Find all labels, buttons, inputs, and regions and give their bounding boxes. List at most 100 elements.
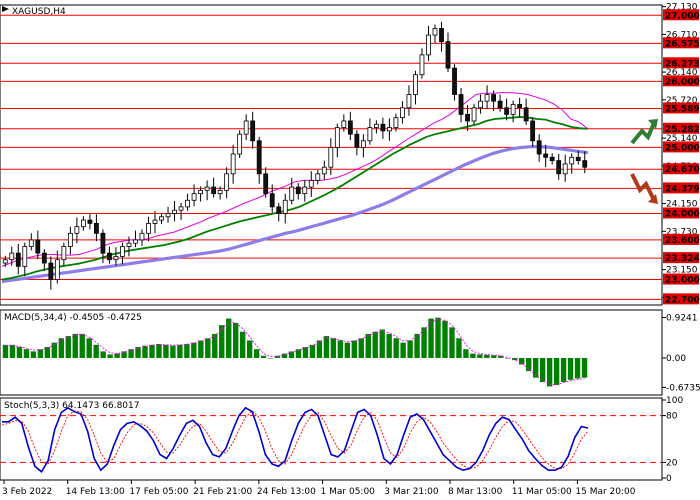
candle-body bbox=[439, 28, 444, 43]
macd-pane-frame bbox=[0, 309, 663, 396]
candle-body bbox=[61, 246, 67, 261]
time-tick-label: 17 Feb 05:00 bbox=[129, 487, 188, 497]
candle-body bbox=[419, 54, 425, 76]
candle-body bbox=[315, 173, 321, 181]
macd-bar bbox=[226, 318, 232, 358]
macd-bar bbox=[260, 355, 267, 358]
level-price-label-bg bbox=[663, 37, 699, 49]
ma-fast-line bbox=[1, 92, 589, 267]
macd-bar bbox=[393, 338, 399, 358]
triangle-icon bbox=[2, 6, 9, 12]
time-tick-label: 21 Feb 21:00 bbox=[193, 487, 252, 497]
candle-body bbox=[237, 133, 243, 155]
candle-body bbox=[517, 104, 523, 109]
macd-signal-line bbox=[5, 318, 585, 386]
macd-bar bbox=[51, 342, 58, 358]
macd-bar bbox=[107, 354, 113, 358]
level-price-label: 23.324 bbox=[665, 254, 700, 264]
candle-body bbox=[120, 246, 125, 257]
macd-pane: MACD(5,34,4) -0.4505 -0.4725 bbox=[0, 309, 663, 396]
candle-body bbox=[243, 120, 249, 135]
macd-bar bbox=[456, 338, 462, 358]
level-price-label-bg bbox=[663, 102, 699, 114]
macd-bar bbox=[163, 344, 169, 358]
candle-body bbox=[289, 186, 295, 201]
time-tick-label: 11 Mar 05:00 bbox=[512, 487, 572, 497]
candle-body bbox=[22, 246, 28, 267]
candle-body bbox=[380, 123, 386, 132]
candle-body bbox=[35, 239, 41, 254]
macd-bar bbox=[16, 347, 23, 358]
candle-body bbox=[15, 252, 21, 267]
candle-body bbox=[393, 117, 399, 128]
candle-body bbox=[9, 252, 15, 261]
stoch-lines bbox=[1, 406, 589, 474]
macd-bar bbox=[484, 354, 490, 358]
candle-body bbox=[302, 186, 308, 195]
macd-bar bbox=[191, 342, 197, 358]
macd-bar bbox=[581, 357, 588, 378]
candle-body bbox=[334, 127, 340, 148]
stoch-pane: Stoch(5,3,3) 64.1473 66.8017 bbox=[0, 397, 663, 481]
macd-bar bbox=[9, 344, 16, 358]
macd-bar bbox=[449, 327, 455, 358]
candle-body bbox=[426, 34, 431, 56]
macd-bar bbox=[149, 344, 155, 358]
macd-bar bbox=[560, 357, 567, 383]
arrow-down-icon bbox=[630, 173, 658, 204]
macd-bar bbox=[212, 333, 218, 358]
time-tick-label: 14 Feb 13:00 bbox=[66, 487, 125, 497]
macd-bar bbox=[37, 349, 44, 358]
macd-bar bbox=[323, 336, 330, 358]
candle-body bbox=[458, 94, 464, 115]
candle-body bbox=[360, 140, 366, 148]
macd-bar bbox=[414, 333, 420, 358]
candle-body bbox=[159, 216, 164, 221]
macd-label: MACD(5,34,4) -0.4505 -0.4725 bbox=[4, 313, 142, 323]
candle-body bbox=[172, 209, 177, 214]
macd-bar bbox=[142, 345, 148, 358]
macd-bar bbox=[288, 351, 295, 358]
macd-histogram bbox=[2, 317, 588, 387]
level-price-label-bg bbox=[663, 141, 699, 153]
candle-body bbox=[321, 166, 327, 175]
candle-body bbox=[387, 127, 392, 132]
level-price-label-bg bbox=[663, 207, 699, 219]
macd-bar bbox=[86, 338, 92, 358]
macd-bar bbox=[30, 351, 37, 358]
macd-bar bbox=[170, 345, 176, 358]
macd-bar bbox=[470, 353, 476, 358]
level-price-label-bg bbox=[663, 57, 699, 69]
macd-bar bbox=[72, 333, 78, 358]
price-tick-label: 26.140 bbox=[666, 68, 698, 78]
candle-body bbox=[165, 213, 171, 218]
candle-body bbox=[250, 120, 256, 142]
candle-body bbox=[224, 173, 230, 191]
macd-signal bbox=[5, 318, 585, 386]
moving-averages bbox=[1, 92, 589, 284]
candle-body bbox=[347, 120, 353, 135]
macd-bar bbox=[428, 318, 434, 358]
time-tick-label: 3 Mar 21:00 bbox=[384, 487, 439, 497]
macd-bar bbox=[400, 342, 406, 358]
level-price-label: 24.670 bbox=[665, 165, 700, 175]
candle-body bbox=[471, 107, 477, 122]
macd-bar bbox=[421, 327, 427, 358]
level-price-label: 25.000 bbox=[665, 143, 700, 153]
candle-body bbox=[497, 100, 503, 109]
candle-body bbox=[152, 219, 158, 224]
level-price-label: 27.000 bbox=[665, 11, 700, 21]
macd-bar bbox=[177, 344, 183, 358]
candle-body bbox=[100, 232, 106, 254]
macd-bar bbox=[337, 340, 344, 358]
macd-bar bbox=[239, 331, 246, 358]
macd-bar bbox=[498, 355, 504, 358]
candle-body bbox=[523, 107, 529, 122]
level-price-label: 23.000 bbox=[665, 276, 700, 286]
price-tick-label: 23.730 bbox=[666, 227, 698, 237]
candle-body bbox=[549, 156, 555, 162]
macd-bar bbox=[309, 344, 316, 358]
candle-body bbox=[139, 232, 145, 241]
candle-body bbox=[308, 180, 314, 188]
